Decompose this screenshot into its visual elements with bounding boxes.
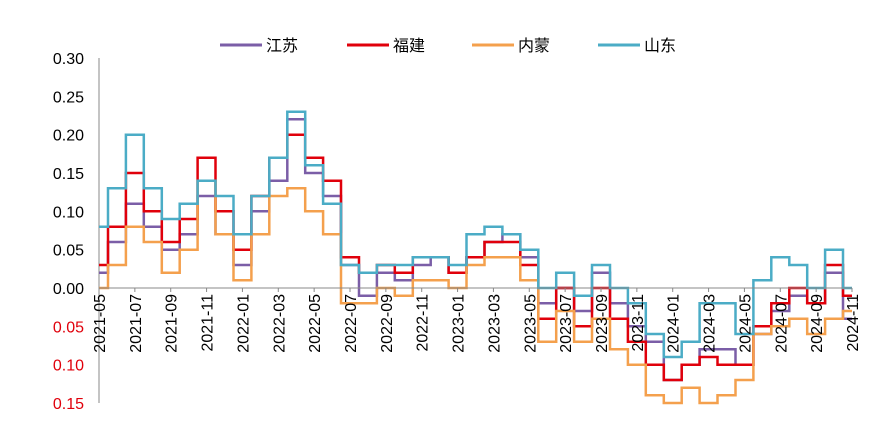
legend: 江苏 福建 内蒙 山东 [220,37,676,55]
x-tick-label: 2022-07 [343,294,360,353]
legend-label: 山东 [644,37,676,55]
y-tick-label: 0.05 [53,319,84,336]
x-tick-label: 2024-05 [737,294,754,353]
x-tick-label: 2022-11 [415,294,432,352]
series-line-福建 [99,133,852,382]
y-tick-label: 0.15 [53,396,84,413]
series-line-内蒙 [99,179,852,405]
x-tick-label: 2022-03 [271,294,288,353]
x-tick-label: 2024-03 [702,294,719,353]
legend-label: 内蒙 [518,37,550,55]
y-tick-label: 0.00 [53,281,84,298]
x-tick-label: 2023-01 [451,294,468,353]
y-tick-label: 0.30 [53,51,84,68]
y-tick-label: 0.20 [53,128,84,145]
series-layer [99,110,852,405]
x-tick-label: 2024-09 [809,294,826,353]
x-tick-label: 2024-11 [845,294,862,352]
x-tick-label: 2022-01 [235,294,252,353]
y-axis: 0.30 0.25 0.20 0.15 0.10 0.05 0.00 0.05 0.10 0.15 [53,51,100,413]
x-tick-label: 2021-09 [164,294,181,353]
y-tick-label: 0.05 [53,243,84,260]
x-tick-label: 2021-07 [128,294,145,353]
x-tick-label: 2023-07 [558,294,575,353]
series-line-山东 [99,110,852,359]
x-tick-label: 2022-09 [379,294,396,353]
x-tick-label: 2022-05 [307,294,324,353]
x-tick-label: 2023-11 [630,294,647,352]
x-tick-label: 2021-11 [200,294,217,352]
legend-label: 江苏 [266,37,298,55]
x-tick-label: 2021-05 [92,294,109,353]
x-axis: 2021-05 2021-07 2021-09 2021-11 2022-01 2022-… [92,287,862,353]
x-tick-label: 2024-07 [773,294,790,353]
x-tick-label: 2024-01 [666,294,683,353]
x-tick-label: 2023-05 [522,294,539,353]
x-tick-label: 2023-09 [594,294,611,353]
x-tick-label: 2023-03 [486,294,503,353]
y-tick-label: 0.10 [53,204,84,221]
y-tick-label: 0.15 [53,166,84,183]
y-tick-label: 0.10 [53,358,84,375]
legend-label: 福建 [393,37,425,55]
y-tick-label: 0.25 [53,89,84,106]
